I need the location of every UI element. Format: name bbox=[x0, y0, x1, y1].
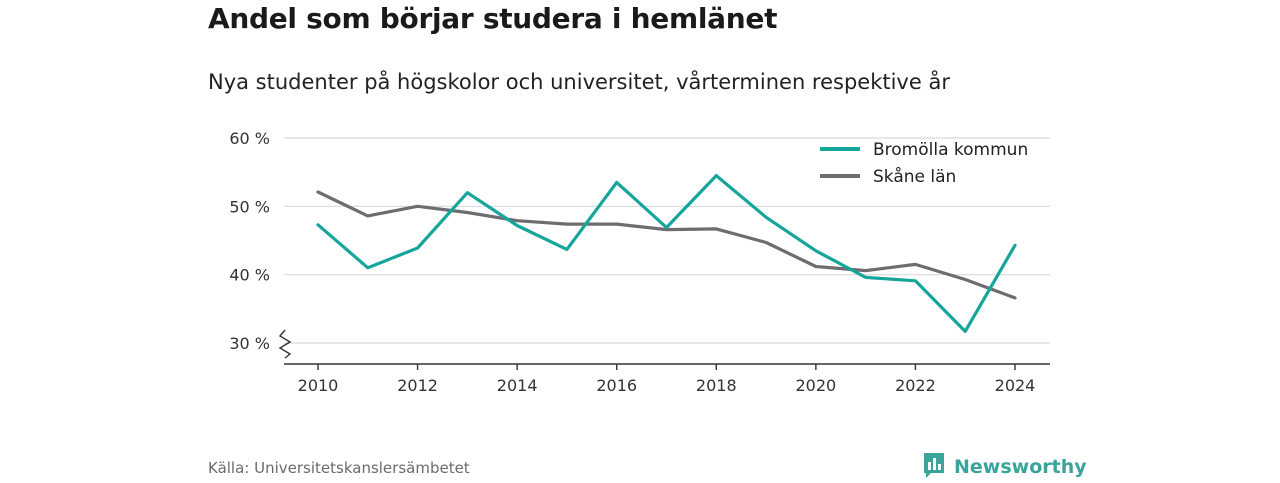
brand-logo[interactable]: Newsworthy bbox=[922, 451, 1087, 483]
source-note: Källa: Universitetskanslersämbetet bbox=[208, 459, 470, 477]
legend-label: Skåne län bbox=[873, 166, 956, 187]
y-tick-label: 40 % bbox=[229, 266, 270, 285]
chart-subtitle: Nya studenter på högskolor och universit… bbox=[208, 70, 950, 94]
x-tick-label: 2012 bbox=[397, 376, 438, 395]
brand-name: Newsworthy bbox=[954, 456, 1087, 478]
x-tick-label: 2018 bbox=[696, 376, 737, 395]
grid-lines bbox=[284, 137, 1050, 344]
axis-break-icon bbox=[278, 329, 292, 359]
series-line-bromölla-kommun bbox=[316, 174, 1017, 333]
y-tick-label: 50 % bbox=[229, 197, 270, 216]
chart-title: Andel som börjar studera i hemlänet bbox=[208, 2, 778, 35]
y-tick-label: 60 % bbox=[229, 129, 270, 148]
legend-label: Bromölla kommun bbox=[873, 140, 1028, 160]
y-tick-label: 30 % bbox=[229, 334, 270, 353]
x-tick-label: 2024 bbox=[995, 376, 1036, 395]
x-tick-label: 2020 bbox=[795, 376, 836, 395]
x-tick-label: 2016 bbox=[596, 376, 637, 395]
legend: Bromölla kommun Skåne län bbox=[820, 140, 1028, 187]
x-tick-label: 2014 bbox=[497, 376, 538, 395]
x-tick-label: 2010 bbox=[298, 376, 339, 395]
series-lines bbox=[316, 174, 1017, 333]
newsworthy-logo-icon bbox=[922, 451, 946, 483]
x-tick-label: 2022 bbox=[895, 376, 936, 395]
series-line-skåne-län bbox=[316, 190, 1017, 300]
axes: 30 % 40 % 50 % 60 % 2010 2012 2014 2016 2018 2020… bbox=[229, 129, 1050, 395]
